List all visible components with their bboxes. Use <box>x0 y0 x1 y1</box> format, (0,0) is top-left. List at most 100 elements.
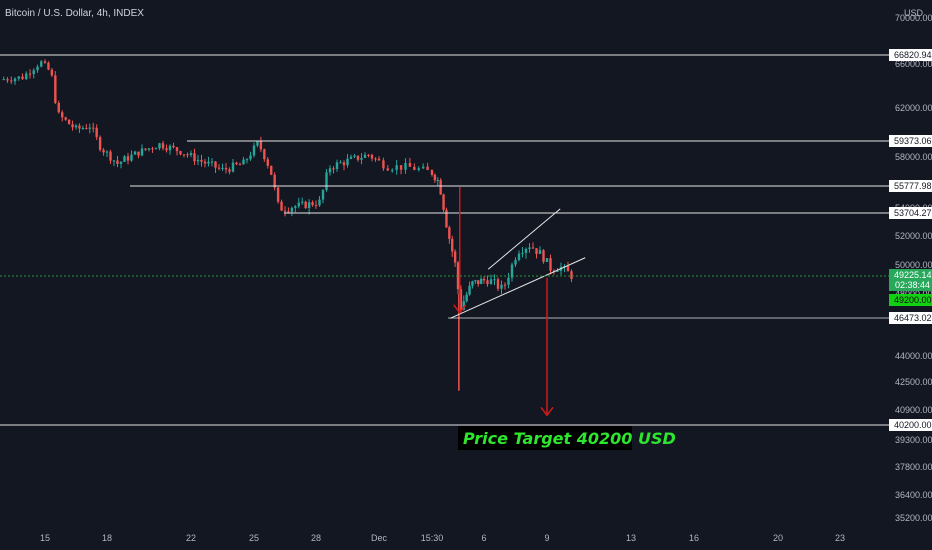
candle <box>486 275 489 287</box>
candle <box>474 279 477 284</box>
rising-channel[interactable] <box>449 208 586 319</box>
candle <box>482 276 486 284</box>
time-axis: 15 18 22 25 28 Dec 15:30 6 9 13 16 20 23 <box>40 533 845 543</box>
candle <box>339 160 342 164</box>
candle <box>217 164 221 171</box>
candle <box>17 76 20 81</box>
candle <box>186 152 189 158</box>
candle <box>47 61 50 71</box>
candle <box>252 142 256 158</box>
channel-lower[interactable] <box>449 257 586 319</box>
candle <box>477 280 480 287</box>
level-tag: 46473.02 <box>889 311 932 324</box>
candle <box>430 169 434 177</box>
candle <box>391 168 394 173</box>
chart-title: Bitcoin / U.S. Dollar, 4h, INDEX <box>5 8 144 19</box>
candle <box>413 163 416 171</box>
candle <box>119 161 123 169</box>
target-price-tag: 49200.00 <box>889 293 932 306</box>
channel-upper[interactable] <box>487 208 561 270</box>
candle <box>179 150 182 156</box>
y-tick-label: 66000.00 <box>895 59 932 69</box>
candle <box>280 199 283 211</box>
candle <box>126 152 130 165</box>
candle <box>224 163 228 174</box>
current-price-value: 49225.14 <box>894 270 932 280</box>
x-tick-label: 28 <box>311 533 321 543</box>
svg-text:40200.00: 40200.00 <box>894 420 932 430</box>
candle <box>570 269 573 283</box>
x-tick-label: 23 <box>835 533 845 543</box>
candle <box>71 120 74 131</box>
candle <box>367 154 370 158</box>
candle <box>517 250 521 262</box>
candle <box>307 199 311 215</box>
currency-label: USD <box>904 8 924 18</box>
candle <box>503 282 507 290</box>
candle <box>242 156 245 165</box>
x-tick-label: 20 <box>773 533 783 543</box>
candle <box>57 100 60 114</box>
x-tick-label: 15:30 <box>421 533 444 543</box>
svg-text:46473.02: 46473.02 <box>894 313 932 323</box>
down-arrow <box>453 186 467 315</box>
candle <box>386 165 390 171</box>
candle <box>436 177 439 186</box>
candle <box>442 193 445 213</box>
candle <box>130 150 133 162</box>
candle <box>221 163 224 171</box>
candle <box>13 77 17 85</box>
candle <box>314 200 318 209</box>
candle-countdown: 02:38:44 <box>895 280 930 290</box>
candle <box>193 148 196 165</box>
svg-text:66820.94: 66820.94 <box>894 50 932 60</box>
y-tick-label: 52000.00 <box>895 231 932 241</box>
candle <box>342 160 346 171</box>
candle <box>270 165 273 176</box>
y-tick-label: 42500.00 <box>895 377 932 387</box>
candle <box>123 155 126 162</box>
candle <box>370 153 374 162</box>
y-tick-label: 62000.00 <box>895 103 932 113</box>
candle <box>395 159 398 175</box>
candle <box>408 157 412 167</box>
horizontal-levels[interactable] <box>0 54 889 426</box>
candle <box>360 152 363 165</box>
target-price-value: 49200.00 <box>894 295 932 305</box>
candle <box>356 155 360 162</box>
down-arrows <box>453 186 554 417</box>
candle <box>102 147 105 156</box>
candle <box>154 147 158 150</box>
level-price-tags: 66820.94 59373.06 55777.98 53704.27 46473.02… <box>889 49 932 431</box>
candle <box>496 277 500 292</box>
candle <box>545 258 549 263</box>
candle <box>43 59 47 64</box>
candle <box>168 144 172 155</box>
candle <box>95 124 98 141</box>
level-tag: 55777.98 <box>889 180 932 193</box>
candle <box>109 149 112 164</box>
x-tick-label: 25 <box>249 533 259 543</box>
level-tag: 59373.06 <box>889 134 932 147</box>
candle <box>50 67 54 78</box>
candle <box>172 142 175 149</box>
candle <box>200 154 203 167</box>
candle <box>147 148 151 152</box>
candle <box>332 166 335 174</box>
candle <box>528 243 531 253</box>
candle <box>514 257 517 267</box>
x-tick-label: 22 <box>186 533 196 543</box>
candle <box>566 261 570 272</box>
candle <box>471 280 474 289</box>
y-tick-label: 37800.00 <box>895 462 932 472</box>
candle <box>112 160 116 167</box>
candle <box>374 157 377 162</box>
y-tick-label: 58000.00 <box>895 152 932 162</box>
y-tick-label: 36400.00 <box>895 490 932 500</box>
candle <box>74 123 78 130</box>
candle <box>507 272 510 289</box>
candle <box>328 165 332 176</box>
candle <box>210 158 214 167</box>
